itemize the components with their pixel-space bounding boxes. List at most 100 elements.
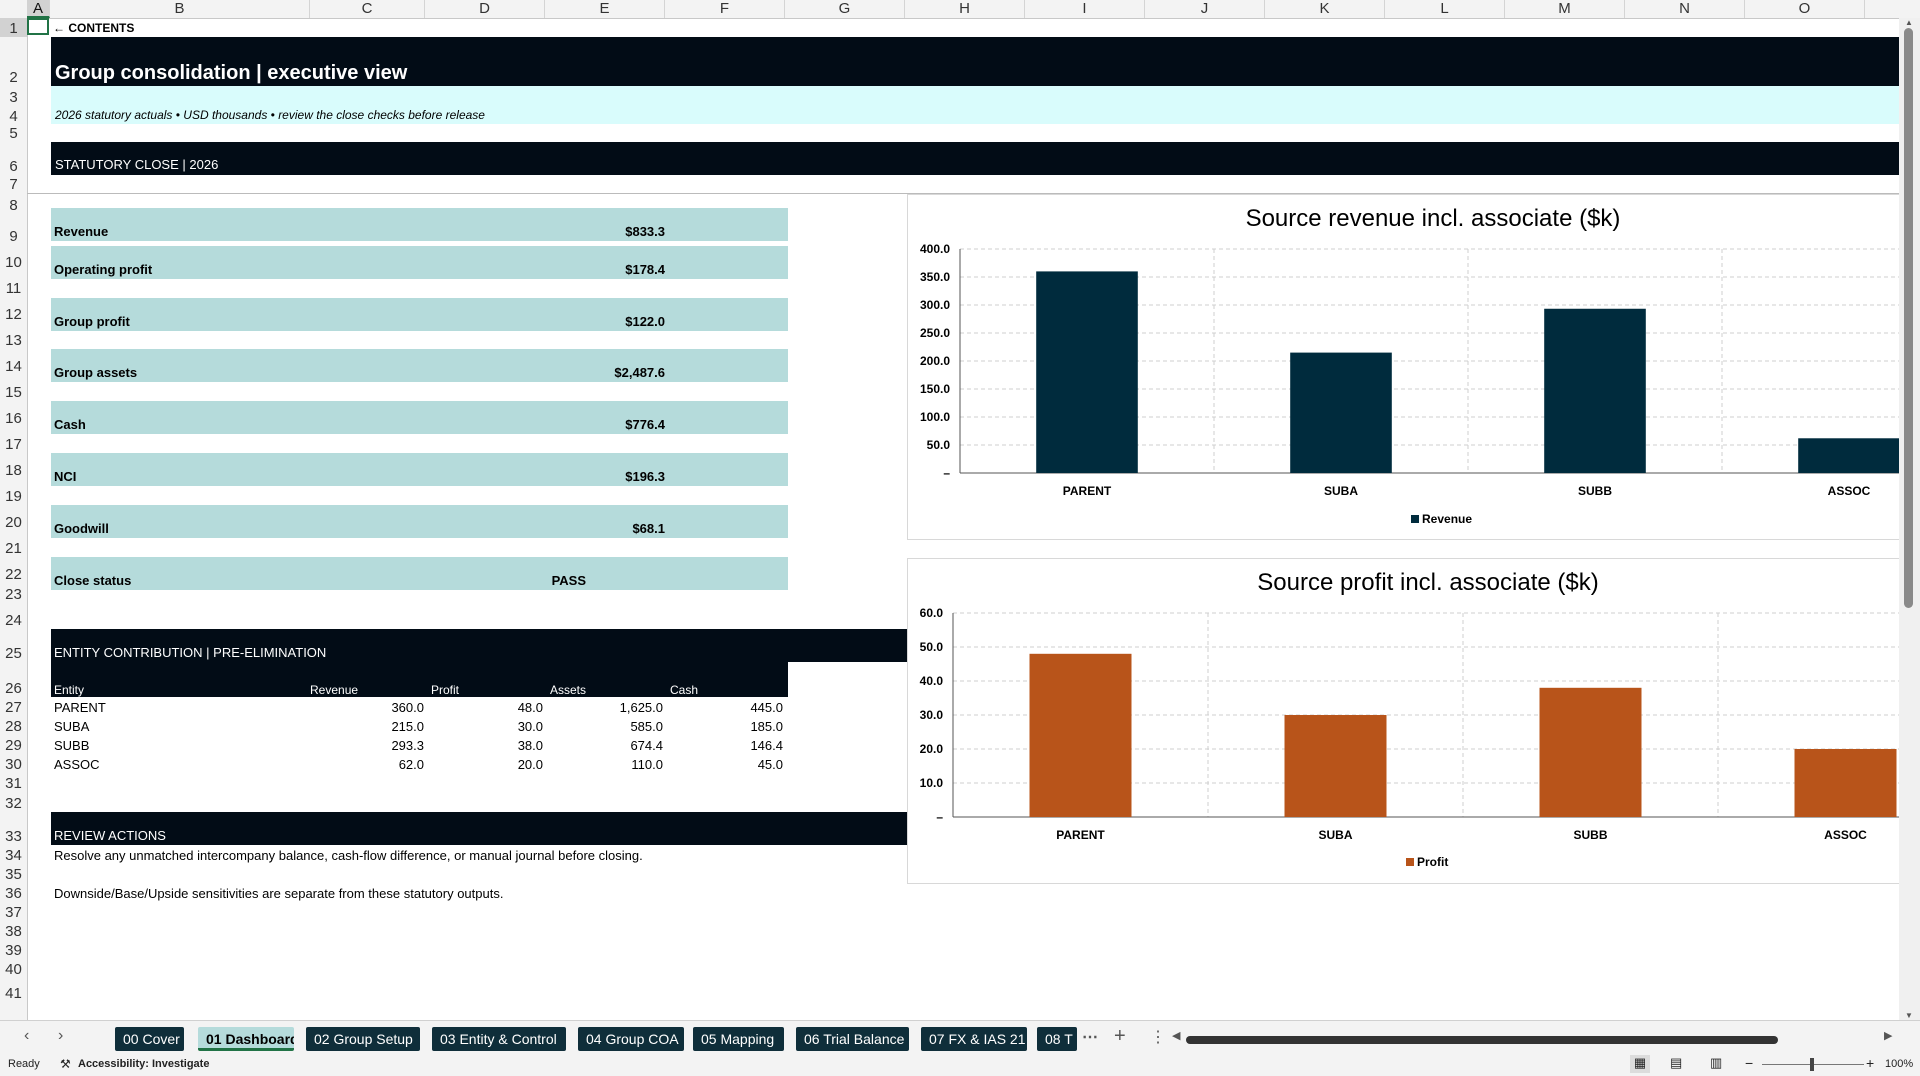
row-header-14[interactable]: 14 — [5, 358, 22, 375]
row-header-18[interactable]: 18 — [5, 462, 22, 479]
sheet-tab[interactable]: 05 Mapping — [693, 1027, 784, 1051]
entity-name-cell[interactable]: SUBB — [54, 738, 90, 753]
column-header-b[interactable]: B — [50, 0, 310, 18]
column-header-n[interactable]: N — [1625, 0, 1745, 18]
page-layout-icon[interactable]: ▤ — [1670, 1055, 1683, 1070]
entity-value-cell[interactable]: 62.0 — [398, 757, 424, 772]
entity-value-cell[interactable]: 30.0 — [517, 719, 543, 734]
entity-name-cell[interactable]: PARENT — [54, 700, 106, 715]
revenue-chart[interactable]: Source revenue incl. associate ($k) – 50.0… — [907, 194, 1920, 540]
sheet-tab[interactable]: 00 Cover — [115, 1027, 184, 1051]
row-header-29[interactable]: 29 — [5, 737, 22, 754]
row-header-32[interactable]: 32 — [5, 795, 22, 812]
entity-value-cell[interactable]: 110.0 — [631, 757, 663, 772]
entity-value-cell[interactable]: 20.0 — [517, 757, 543, 772]
column-header-h[interactable]: H — [905, 0, 1025, 18]
row-header-17[interactable]: 17 — [5, 436, 22, 453]
sheet-tab[interactable]: 08 T — [1037, 1027, 1077, 1051]
row-header-5[interactable]: 5 — [9, 125, 18, 142]
zoom-in-icon[interactable]: + — [1866, 1055, 1875, 1071]
accessibility-status[interactable]: Accessibility: Investigate — [78, 1058, 210, 1070]
row-header-8[interactable]: 8 — [9, 197, 18, 214]
sheet-tab[interactable]: 03 Entity & Control — [432, 1027, 566, 1051]
row-header-4[interactable]: 4 — [9, 108, 18, 125]
row-header-38[interactable]: 38 — [5, 923, 22, 940]
row-header-35[interactable]: 35 — [5, 866, 22, 883]
scroll-down-arrow[interactable]: ▼ — [1905, 1011, 1913, 1020]
row-header-7[interactable]: 7 — [9, 176, 18, 193]
sheet-tab[interactable]: 07 FX & IAS 21 — [921, 1027, 1027, 1051]
add-sheet-button[interactable]: + — [1114, 1025, 1126, 1047]
row-header-6[interactable]: 6 — [9, 158, 18, 175]
entity-value-cell[interactable]: 215.0 — [391, 719, 424, 734]
column-header-f[interactable]: F — [665, 0, 785, 18]
row-header-33[interactable]: 33 — [5, 828, 22, 845]
sheet-tab[interactable]: 02 Group Setup — [306, 1027, 420, 1051]
row-header-15[interactable]: 15 — [5, 384, 22, 401]
row-header-24[interactable]: 24 — [5, 612, 22, 629]
zoom-slider[interactable] — [1762, 1058, 1864, 1071]
row-header-40[interactable]: 40 — [5, 961, 22, 978]
column-header-l[interactable]: L — [1385, 0, 1505, 18]
column-header-e[interactable]: E — [545, 0, 665, 18]
entity-name-cell[interactable]: ASSOC — [54, 757, 100, 772]
row-header-19[interactable]: 19 — [5, 488, 22, 505]
contents-link[interactable]: ← CONTENTS — [53, 21, 135, 35]
profit-chart[interactable]: Source profit incl. associate ($k) – 10.0 2… — [907, 558, 1920, 884]
horizontal-scroll-thumb[interactable] — [1186, 1036, 1778, 1044]
row-header-21[interactable]: 21 — [5, 540, 22, 557]
selected-cell-a1[interactable] — [27, 18, 49, 35]
entity-value-cell[interactable]: 146.4 — [750, 738, 783, 753]
row-header-13[interactable]: 13 — [5, 332, 22, 349]
column-header-i[interactable]: I — [1025, 0, 1145, 18]
entity-value-cell[interactable]: 360.0 — [391, 700, 424, 715]
row-header-11[interactable]: 11 — [5, 280, 22, 297]
column-header-k[interactable]: K — [1265, 0, 1385, 18]
entity-value-cell[interactable]: 445.0 — [750, 700, 783, 715]
accessibility-icon[interactable]: ⚒ — [60, 1057, 71, 1071]
normal-view-icon[interactable]: ▦ — [1630, 1055, 1650, 1073]
row-header-28[interactable]: 28 — [5, 718, 22, 735]
row-header-23[interactable]: 23 — [5, 586, 22, 603]
row-header-16[interactable]: 16 — [5, 410, 22, 427]
zoom-level[interactable]: 100% — [1885, 1058, 1914, 1070]
entity-value-cell[interactable]: 1,625.0 — [619, 700, 663, 715]
tab-prev-icon[interactable]: ‹ — [24, 1027, 30, 1044]
row-header-26[interactable]: 26 — [5, 680, 22, 697]
column-header-j[interactable]: J — [1145, 0, 1265, 18]
more-tabs-icon[interactable]: ⋯ — [1082, 1029, 1098, 1046]
row-header-2[interactable]: 2 — [9, 69, 18, 86]
hscroll-right-icon[interactable]: ▶ — [1884, 1030, 1893, 1042]
vertical-scrollbar[interactable]: ▲ ▼ — [1899, 18, 1920, 1020]
row-header-9[interactable]: 9 — [9, 228, 18, 245]
row-header-31[interactable]: 31 — [5, 775, 22, 792]
tab-options-icon[interactable]: ⋮ — [1150, 1029, 1166, 1046]
sheet-tab[interactable]: 04 Group COA — [578, 1027, 684, 1051]
vertical-scroll-thumb[interactable] — [1904, 28, 1913, 608]
entity-value-cell[interactable]: 48.0 — [517, 700, 543, 715]
scroll-up-arrow[interactable]: ▲ — [1905, 18, 1913, 27]
row-header-37[interactable]: 37 — [5, 904, 22, 921]
row-header-10[interactable]: 10 — [5, 254, 22, 271]
tab-next-icon[interactable]: › — [58, 1027, 64, 1044]
column-header-d[interactable]: D — [425, 0, 545, 18]
row-header-36[interactable]: 36 — [5, 885, 22, 902]
entity-value-cell[interactable]: 38.0 — [517, 738, 543, 753]
column-header-a[interactable]: A — [27, 0, 50, 18]
hscroll-left-icon[interactable]: ◀ — [1172, 1030, 1181, 1042]
row-header-22[interactable]: 22 — [5, 566, 22, 583]
row-header-3[interactable]: 3 — [9, 89, 18, 106]
page-break-icon[interactable]: ▥ — [1710, 1055, 1723, 1070]
zoom-out-icon[interactable]: − — [1745, 1055, 1754, 1071]
entity-value-cell[interactable]: 585.0 — [630, 719, 663, 734]
row-header-34[interactable]: 34 — [5, 847, 22, 864]
column-header-m[interactable]: M — [1505, 0, 1625, 18]
column-header-c[interactable]: C — [310, 0, 425, 18]
row-header-27[interactable]: 27 — [5, 699, 22, 716]
row-header-25[interactable]: 25 — [5, 645, 22, 662]
row-header-12[interactable]: 12 — [5, 306, 22, 323]
row-header-30[interactable]: 30 — [5, 756, 22, 773]
row-header-39[interactable]: 39 — [5, 942, 22, 959]
column-header-g[interactable]: G — [785, 0, 905, 18]
row-header-1[interactable]: 1 — [0, 18, 27, 37]
